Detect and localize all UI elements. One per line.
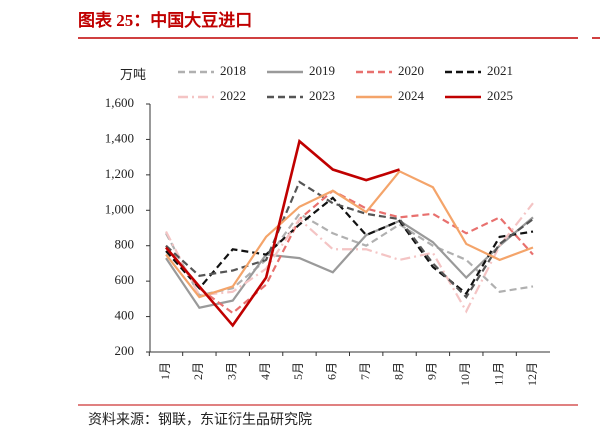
legend-label: 2020 [398,63,424,78]
x-tick-label: 3月 [224,362,238,380]
legend-label: 2023 [309,88,335,103]
legend-label: 2021 [487,63,513,78]
legend-label: 2024 [398,88,425,103]
x-tick-label: 12月 [525,362,539,386]
series-line [165,180,534,299]
x-tick-label: 11月 [491,362,505,386]
chart-title: 图表 25：中国大豆进口 [78,10,252,30]
series-line [165,202,534,314]
y-tick-label: 600 [115,272,135,287]
series-line [165,138,400,328]
y-tick-label: 800 [115,237,135,252]
series-line [165,216,534,309]
x-tick-label: 1月 [158,362,172,380]
x-tick-label: 2月 [191,362,205,380]
y-tick-label: 1,600 [105,95,134,110]
y-axis-label: 万吨 [120,67,146,82]
legend-label: 2022 [220,88,246,103]
x-tick-label: 4月 [258,362,272,380]
series-line [165,196,534,296]
x-tick-label: 9月 [425,362,439,380]
y-tick-label: 400 [115,308,135,323]
series-line [165,212,534,297]
legend-label: 2019 [309,63,335,78]
y-tick-label: 1,000 [105,201,134,216]
y-tick-label: 200 [115,343,135,358]
x-tick-label: 10月 [458,362,472,386]
y-tick-label: 1,200 [105,166,134,181]
source: 资料来源：钢联，东证衍生品研究院 [88,412,312,428]
series-line [165,189,534,315]
x-tick-label: 5月 [291,362,305,380]
series-line [165,169,534,299]
x-tick-label: 7月 [358,362,372,380]
y-tick-label: 1,400 [105,130,134,145]
legend-label: 2018 [220,63,246,78]
x-tick-label: 8月 [391,362,405,380]
x-tick-label: 6月 [325,362,339,380]
legend-label: 2025 [487,88,513,103]
